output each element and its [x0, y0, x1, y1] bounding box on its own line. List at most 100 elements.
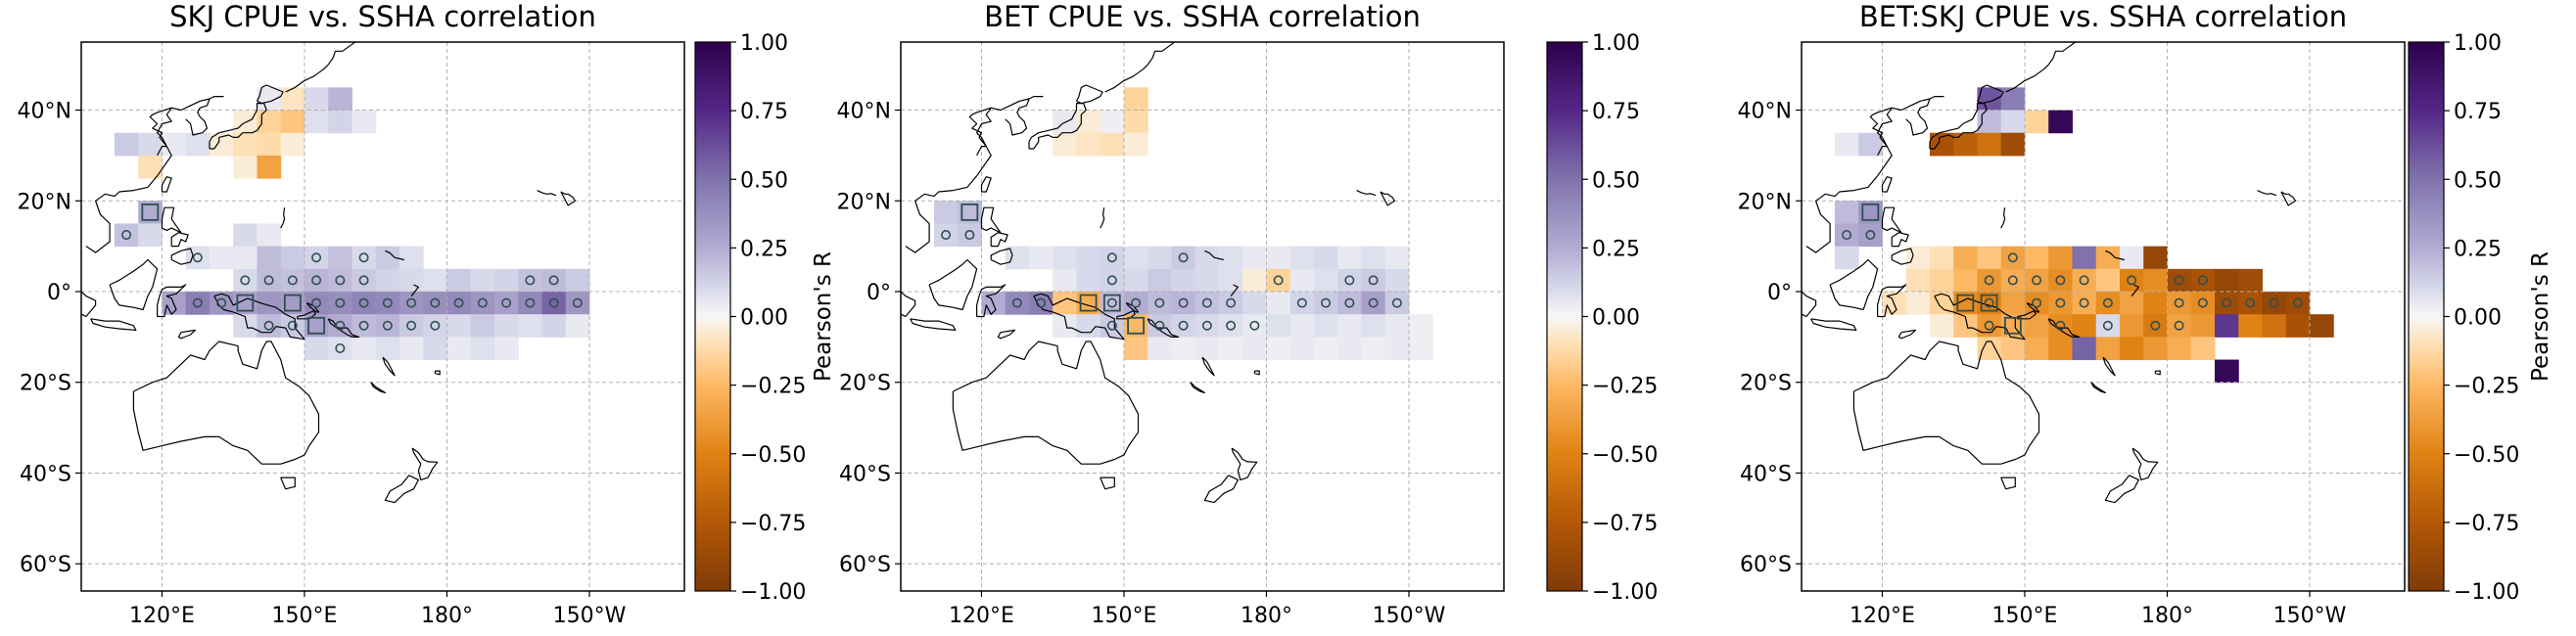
colorbar-tick-label: 0.75 [1592, 100, 1640, 124]
significance-circle [1131, 297, 1142, 308]
y-tick-label: 40°N [18, 100, 71, 124]
heatmap-cell [1053, 110, 1077, 134]
heatmap-cell [2095, 292, 2121, 315]
coastline [256, 84, 284, 105]
heatmap-cell [1194, 268, 1220, 293]
heatmap-cell [470, 337, 495, 361]
coastline [2090, 382, 2106, 393]
significance-circle [1178, 320, 1189, 331]
coastline [1852, 341, 2040, 465]
significance-circle [406, 320, 417, 331]
panel-2: 120°E 150°E 180° 150°W 40°N 20°N 0° 20°S 40°S 60°… [811, 0, 1658, 628]
significance-circle [2292, 297, 2303, 308]
heatmap-cell [2167, 314, 2192, 338]
heatmap-cell [1171, 337, 1196, 361]
coastline [85, 107, 172, 253]
significance-circle [2007, 252, 2018, 263]
coastline [1976, 84, 2004, 105]
heatmap-cell [1977, 337, 2002, 361]
heatmap-cell [1337, 314, 1362, 338]
heatmap-cell [280, 132, 305, 157]
heatmap-cell [1977, 246, 2002, 270]
y-tick-label: 0° [1767, 281, 1792, 305]
heatmap-cell [2167, 292, 2192, 315]
colorbar-tick-label: −0.75 [740, 512, 806, 536]
heatmap-cell [2000, 110, 2026, 134]
heatmap-cell [1100, 110, 1125, 134]
significance-circle [2127, 275, 2137, 286]
significance-circle [2245, 297, 2256, 308]
heatmap-cell [2143, 268, 2168, 293]
significance-circle [2174, 297, 2184, 308]
heatmap-cell [446, 314, 472, 338]
heatmap-cell [280, 268, 305, 293]
significance-circle [263, 320, 274, 331]
colorbar-tick-label: −1.00 [740, 580, 806, 605]
significance-circle [548, 297, 559, 308]
coastline [209, 102, 267, 150]
heatmap-cell [328, 246, 352, 270]
heatmap-cell [1123, 314, 1148, 338]
heatmap-cell [446, 292, 472, 315]
heatmap-cell [328, 314, 352, 338]
significance-circle [1344, 297, 1355, 308]
coastline [991, 95, 1044, 112]
map-area [1802, 42, 2405, 591]
significance-circle [2079, 275, 2089, 286]
axes-frame [80, 41, 685, 592]
heatmap-cell [1977, 132, 2002, 157]
heatmap-cell [2000, 246, 2026, 270]
axes-frame [1801, 41, 2406, 592]
colorbar-tick-label: 0.50 [1592, 168, 1640, 193]
heatmap-cell [2190, 268, 2216, 293]
coastline [410, 284, 419, 296]
heatmap-cell [257, 110, 282, 134]
heatmap-cell [351, 292, 377, 315]
colorbar-tick-label: −0.25 [740, 375, 806, 399]
heatmap-cell [2048, 110, 2073, 134]
heatmap-cell [351, 246, 377, 270]
coastline [161, 206, 182, 234]
coastline [2154, 370, 2161, 376]
coastline [2000, 207, 2006, 229]
heatmap-cell [375, 314, 400, 338]
heatmap-cell [1123, 132, 1148, 157]
heatmap-cell [280, 87, 305, 112]
heatmap-cell [1076, 292, 1101, 315]
x-tick-label: 150°E [1992, 604, 2058, 628]
colorbar-tick-label: 1.00 [740, 31, 788, 56]
colorbar-tick-label: 0.50 [740, 168, 788, 193]
heatmap-cell [423, 268, 447, 293]
heatmap-cell [2262, 292, 2287, 315]
heatmap-cell [493, 292, 519, 315]
coastline [1100, 207, 1105, 229]
heatmap-cell [1218, 314, 1243, 338]
heatmap-cell [209, 132, 234, 157]
colorbar-tick-label: −1.00 [2454, 580, 2519, 605]
significance-circle [1296, 297, 1307, 308]
heatmap-cell [1218, 268, 1243, 293]
heatmap-cell [1953, 292, 1978, 315]
coastline [990, 248, 1013, 265]
heatmap-cell [2048, 292, 2073, 315]
significance-circle [548, 275, 559, 286]
x-tick-label: 120°E [1850, 604, 1915, 628]
significance-circle [1106, 252, 1117, 263]
heatmap-cell [1076, 110, 1101, 134]
significance-circle [2032, 297, 2042, 308]
heatmap-cell [933, 201, 959, 224]
heatmap-cell [185, 292, 211, 315]
heatmap-cell [1953, 132, 1978, 157]
heatmap-cell [1005, 246, 1030, 270]
coastline [1005, 98, 1030, 136]
heatmap-cell [2048, 246, 2073, 270]
heatmap-cell [541, 268, 567, 293]
significance-circle [1154, 320, 1165, 331]
coastline [1802, 291, 1817, 318]
coastline [980, 176, 992, 193]
heatmap-cell [1905, 268, 1931, 293]
coastline [411, 447, 439, 480]
heatmap-cell [1147, 268, 1172, 293]
heatmap-cell [138, 132, 163, 157]
colorbar [1546, 41, 1583, 592]
